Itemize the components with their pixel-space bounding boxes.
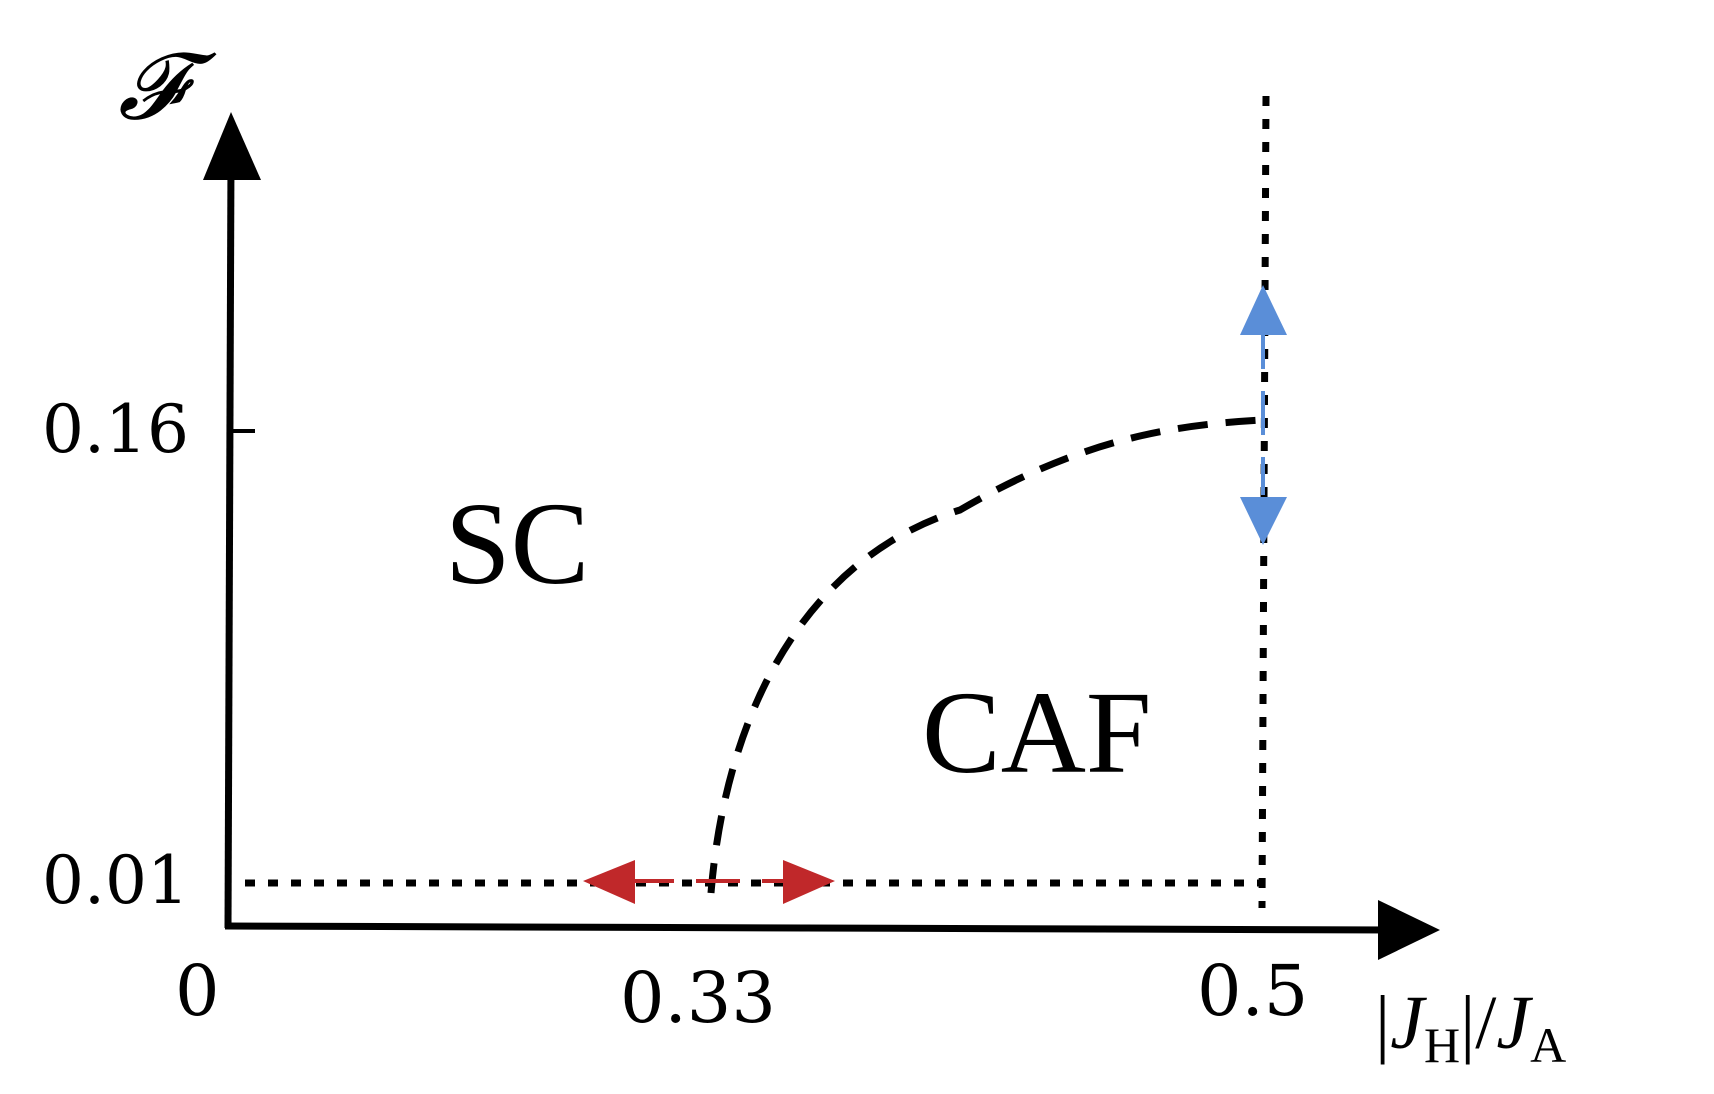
x-tick-label-0.5: 0.5 [1197,950,1308,1032]
y-axis-line [224,154,235,929]
red-arrowhead-right-icon [783,860,835,904]
y-axis-label: 𝓕 [118,36,217,138]
y-tick-label-0.01: 0.01 [42,842,189,919]
y-tick-label-0.16: 0.16 [42,391,189,468]
red-arrowhead-left-icon [583,860,635,904]
dotted-boundary-vertical [1258,95,1270,909]
x-tick-label-0.33: 0.33 [620,957,776,1039]
y-axis-arrowhead [203,112,261,180]
blue-arrowhead-up-icon [1240,285,1287,335]
dashed-phase-boundary [707,416,1263,894]
x-axis-label: |JH|/JA [1375,981,1566,1073]
region-label-sc: SC [445,478,589,609]
x-axis-arrowhead [1378,900,1440,960]
blue-arrowhead-down-icon [1240,497,1287,545]
region-label-caf: CAF [922,667,1152,798]
x-axis-line [224,922,1396,934]
x-tick-label-0: 0 [175,950,220,1032]
